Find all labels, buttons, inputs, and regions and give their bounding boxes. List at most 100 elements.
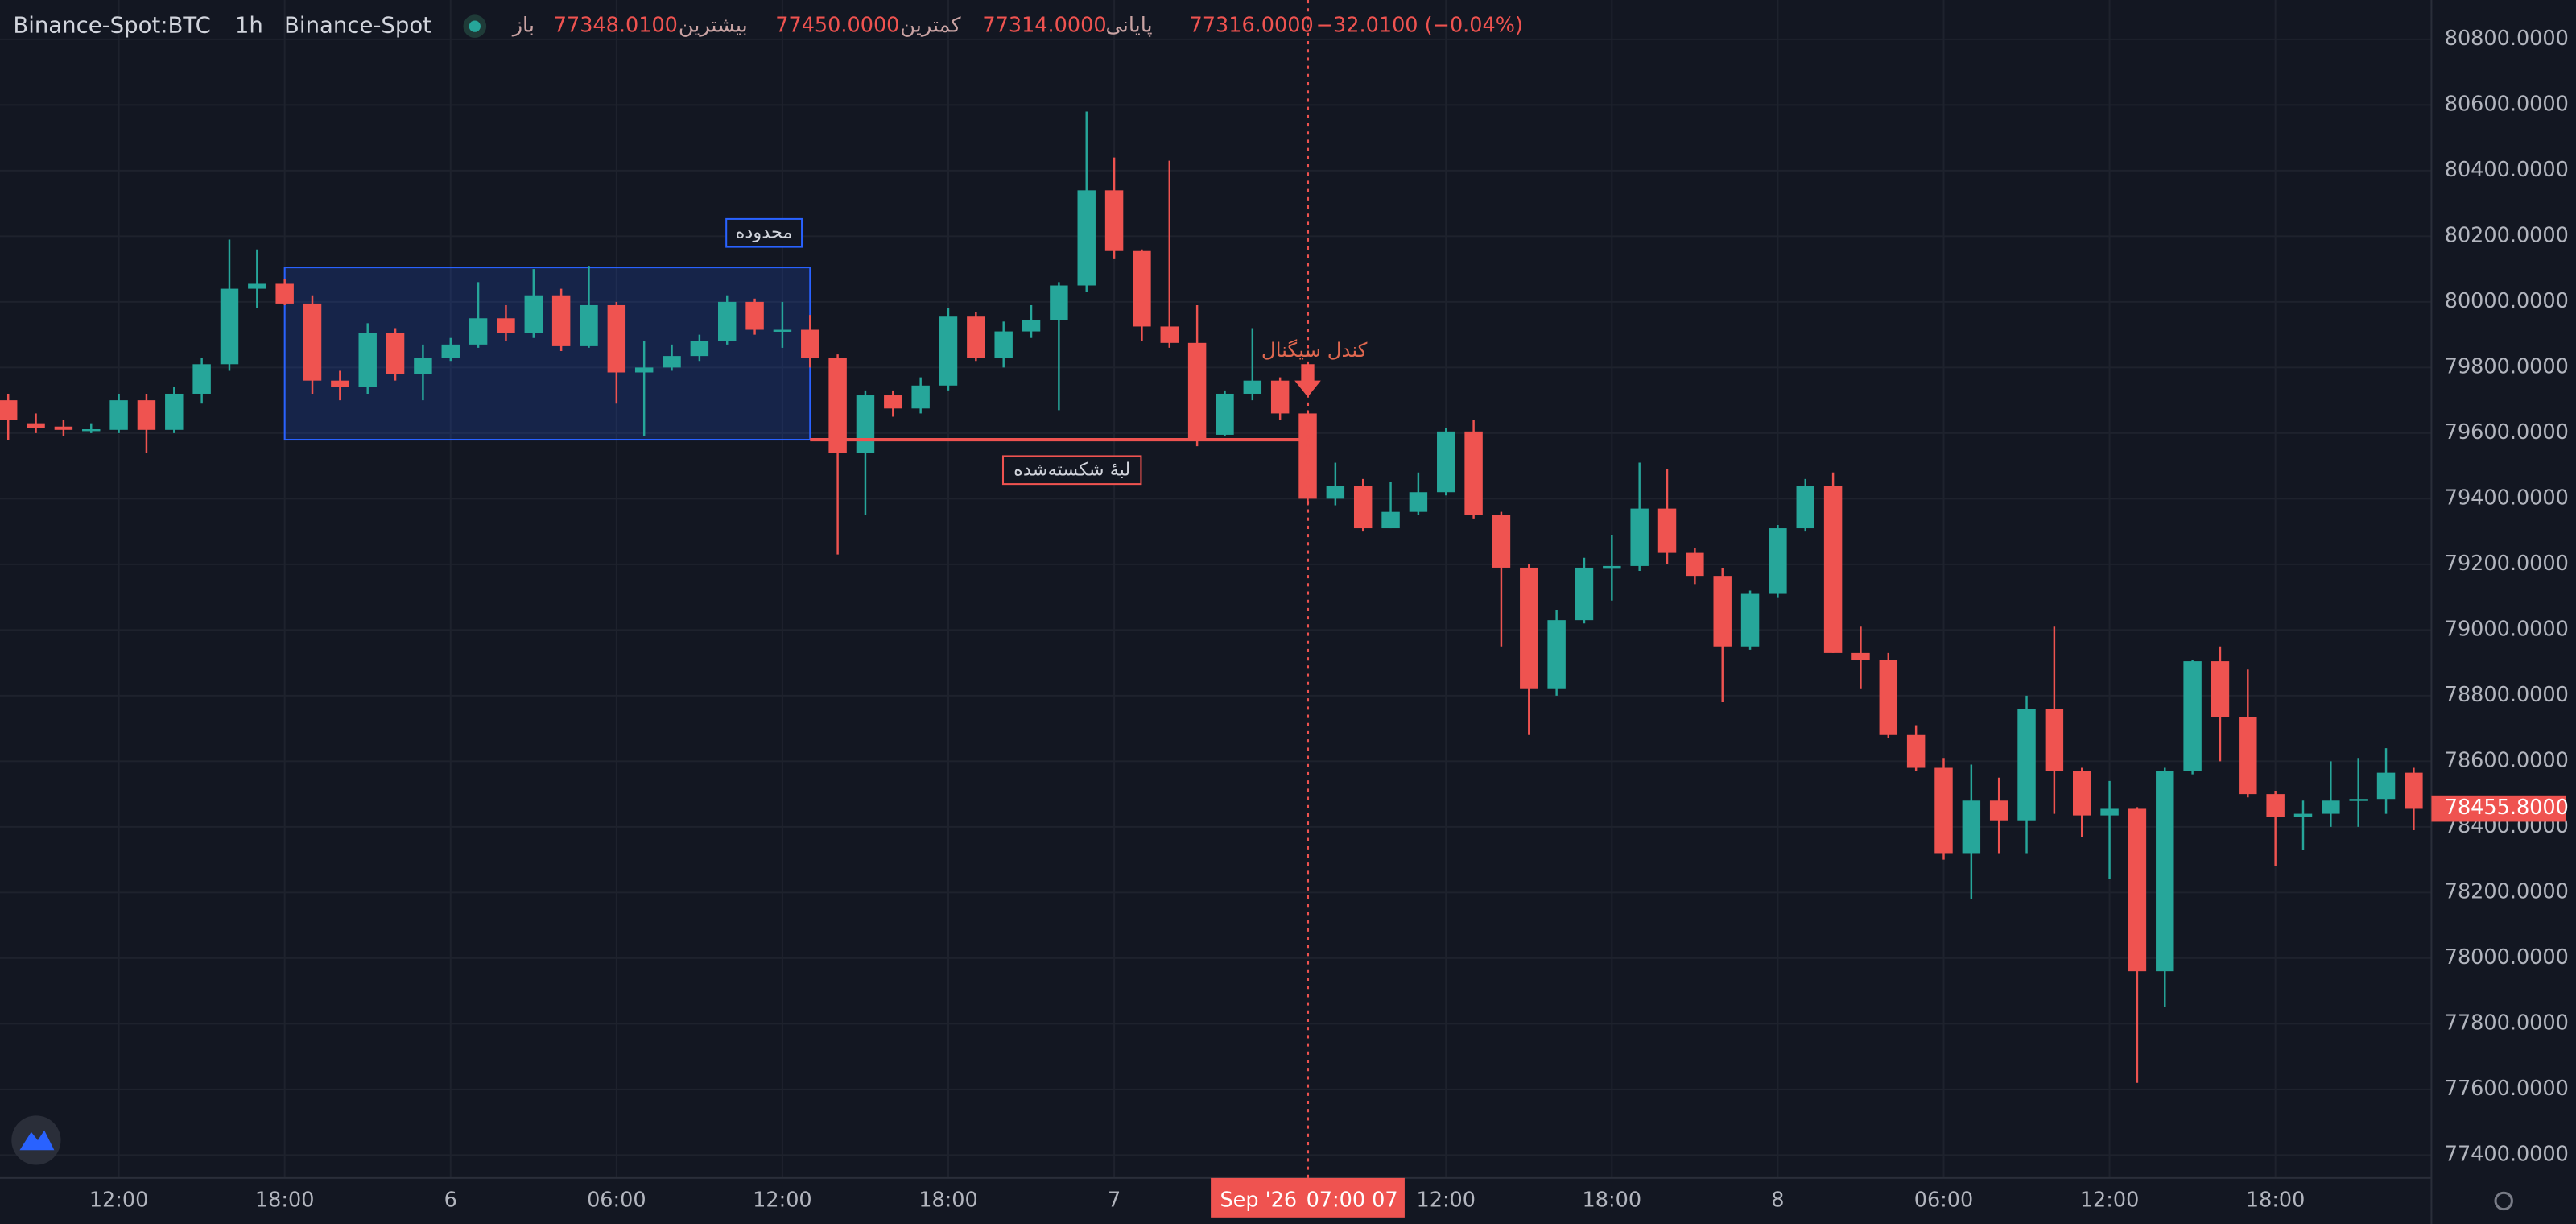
exchange: Binance-Spot: [284, 13, 431, 39]
candle-body: [1298, 413, 1317, 499]
candle-body: [2128, 808, 2147, 972]
candle-body: [165, 393, 184, 430]
candle-body: [414, 358, 432, 374]
candle-body: [1740, 593, 1760, 647]
candle-body: [718, 301, 737, 341]
candle-body: [1077, 190, 1096, 286]
y-tick-label: 80800.0000: [2445, 27, 2569, 51]
x-tick-label: 18:00: [919, 1188, 978, 1212]
x-tick-label: 8: [1771, 1188, 1784, 1212]
candle-body: [1243, 380, 1262, 394]
logo-icon[interactable]: [19, 1130, 55, 1151]
candle-body: [137, 400, 156, 430]
crosshair-date: Sep '26: [1220, 1188, 1297, 1212]
close-label: پایانی: [1105, 14, 1152, 38]
candle-body: [441, 344, 460, 358]
candle-body: [54, 426, 73, 430]
candle-body: [275, 283, 294, 304]
candle-body: [2266, 794, 2285, 817]
candle-body: [2156, 771, 2174, 972]
y-tick-label: 79200.0000: [2445, 552, 2569, 576]
candle-body: [994, 331, 1013, 358]
candle-body: [690, 341, 709, 357]
candle-body: [801, 329, 819, 358]
symbol: Binance-Spot:BTC: [13, 13, 211, 39]
candle-body: [773, 329, 792, 332]
candle-body: [580, 304, 598, 346]
signal-label: کندل سیگنال: [1261, 338, 1368, 362]
candle-body: [1104, 190, 1124, 251]
interval: 1h: [235, 13, 263, 39]
candle-body: [828, 358, 847, 453]
candle-body: [1133, 250, 1151, 327]
candle-body: [2073, 771, 2091, 816]
change-value: −32.0100 (−0.04%): [1316, 14, 1523, 38]
candle-body: [1823, 486, 1843, 653]
x-tick-label: 12:00: [753, 1188, 812, 1212]
open-label: باز: [511, 14, 535, 38]
last-price-badge: [2431, 795, 2566, 822]
candle-body: [1216, 393, 1234, 435]
settings[interactable]: [2494, 1191, 2513, 1211]
low-label: کمترین: [900, 14, 961, 38]
range-label: محدوده: [736, 222, 793, 243]
y-tick-label: 79600.0000: [2445, 420, 2569, 445]
candle-body: [27, 423, 45, 428]
y-tick-label: 79000.0000: [2445, 617, 2569, 641]
candle-body: [2239, 717, 2257, 795]
status-dot: [469, 20, 481, 32]
candle-body: [1603, 565, 1621, 569]
candle-body: [2293, 813, 2313, 817]
candle-body: [1464, 431, 1483, 515]
candle-body: [1547, 620, 1566, 689]
y-tick-label: 78000.0000: [2445, 945, 2569, 970]
open-value: 77348.0100: [554, 14, 678, 38]
x-tick-label: 18:00: [255, 1188, 315, 1212]
x-tick-label: 12:00: [2080, 1188, 2140, 1212]
candle-body: [1657, 508, 1677, 553]
y-tick-label: 80400.0000: [2445, 158, 2569, 182]
grid: [0, 0, 2432, 1178]
candle-body: [109, 400, 128, 430]
candle-body: [2349, 799, 2368, 801]
y-tick-label: 78800.0000: [2445, 683, 2569, 707]
x-tick-label: 06:00: [587, 1188, 646, 1212]
x-tick-label: 18:00: [2246, 1188, 2306, 1212]
candle-body: [1852, 652, 1870, 660]
y-tick-label: 77600.0000: [2445, 1077, 2569, 1101]
y-tick-label: 78200.0000: [2445, 879, 2569, 904]
candle-body: [663, 356, 681, 368]
candle-body: [1879, 660, 1898, 735]
x-tick-label: 6: [444, 1188, 457, 1212]
y-tick-label: 77400.0000: [2445, 1142, 2569, 1166]
candle-body: [331, 380, 349, 387]
candle-body: [1713, 576, 1732, 647]
range-label-box: [725, 217, 803, 248]
candle-body: [551, 295, 571, 346]
candle-body: [1409, 492, 1428, 512]
candle-body: [497, 318, 515, 333]
candle-body: [911, 385, 930, 409]
candle-body: [2376, 772, 2396, 800]
candle-body: [386, 333, 405, 374]
y-tick-label: 77800.0000: [2445, 1011, 2569, 1035]
last-price-label: 78455.8000: [2445, 796, 2569, 820]
candle-body: [1962, 800, 1981, 854]
candle-body: [1160, 326, 1179, 343]
settings-icon[interactable]: [2494, 1191, 2513, 1211]
x-tick-label: 06:00: [1914, 1188, 1974, 1212]
candle-body: [303, 303, 322, 381]
logo[interactable]: [11, 1115, 61, 1165]
candle-body: [1326, 486, 1345, 499]
broken-edge-label: لبهٔ شکسته‌شده: [1013, 459, 1130, 480]
candle-body: [358, 333, 377, 387]
close-value: 77316.0000: [1190, 14, 1314, 38]
low-value: 77314.0000: [982, 14, 1106, 38]
candle-body: [856, 395, 875, 453]
candle-body: [939, 316, 958, 386]
candle-body: [1934, 767, 1953, 854]
candle-body: [1989, 800, 2008, 821]
